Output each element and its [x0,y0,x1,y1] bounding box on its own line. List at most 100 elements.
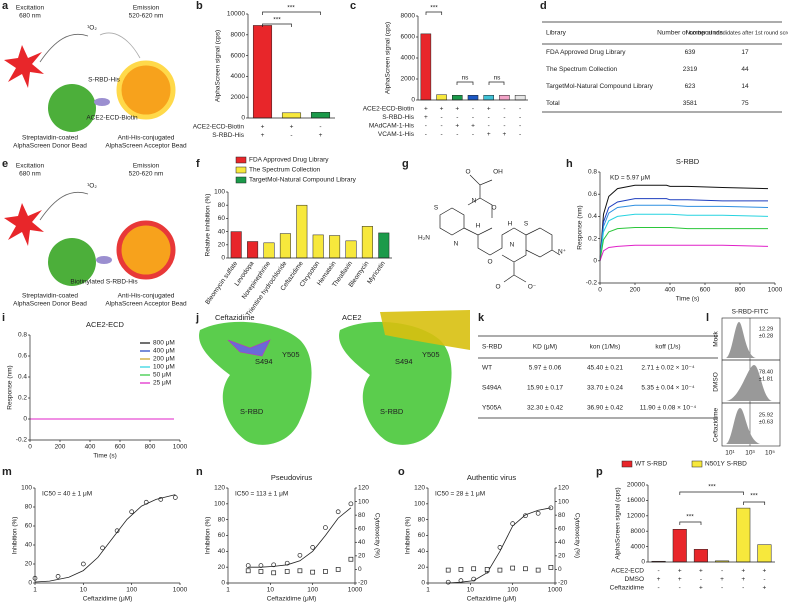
table-cell: 44 [741,66,749,73]
y2-tick-label: 80 [558,512,566,519]
y-axis-label: Inhibition (%) [405,517,412,555]
y2-tick-label: 40 [358,539,366,546]
arrow [39,192,89,221]
y-axis-label: Inhibition (%) [205,517,212,555]
structure-label: S494 [255,357,273,366]
row-sign: + [261,124,265,131]
y-tick-label: 0 [421,580,425,587]
circle-point [348,501,354,507]
table-cell: 32.30 ± 0.42 [527,405,563,412]
hist-ceftazidime [726,408,760,444]
square-point [471,566,477,572]
y2-tick-label: 60 [558,525,566,532]
diagram-label: Anti-His-conjugated [118,293,175,300]
chart-title: S-RBD [676,157,700,166]
bar [693,549,708,563]
diagram-label: S-RBD-His [88,77,121,84]
fit-line [248,507,352,568]
diagram-label: 520-620 nm [129,13,164,20]
diagram-label: Anti-His-conjugated [118,135,175,142]
x-tick-label: 1 [226,587,230,594]
table-cell: The Spectrum Collection [546,66,618,73]
circle-point [55,573,61,579]
row-sign: + [261,132,265,139]
row-sign: - [519,131,521,138]
atom-label: O [465,169,470,176]
series-line [599,184,769,261]
row-sign: - [763,576,765,583]
x-tick-label: 100 [126,587,137,594]
table-cell: 2.71 ± 0.02 × 10⁻⁴ [641,365,695,372]
y-tick-label: 0 [411,97,415,104]
atom-label: O [487,259,492,266]
significance-bracket [425,11,443,15]
circle-point [335,509,341,515]
row-sign: - [721,568,723,575]
flow-error: ±1.81 [759,377,773,383]
y2-tick-label: -20 [358,580,368,587]
y2-tick-label: 120 [358,485,369,492]
x-tick-label: 1000 [173,587,188,594]
y-axis-label: Response (nm) [7,365,14,409]
atom-label: S [524,221,529,228]
table-cell: WT [482,365,492,372]
row-sign: + [487,131,491,138]
circle-point [323,525,328,530]
atom-label: O [495,284,500,291]
square-point [484,567,490,572]
flow-tick-label: 10¹ [725,450,735,457]
rbd-right [339,321,452,445]
row-sign: + [741,568,745,575]
table-cell: 14 [741,83,749,90]
y-axis-label: AlphaScreen signal (cps) [385,22,392,94]
y-tick-label: -0.2 [16,437,28,444]
row-sign: + [741,576,745,583]
row-sign: + [699,568,703,575]
legend-label: FDA Approved Drug Library [249,157,329,164]
row-sign: - [657,568,659,575]
annotation: KD = 5.97 μM [610,175,650,182]
annotation: *** [750,493,758,500]
y-tick-label: 6000 [231,52,246,59]
diagram-label: ¹O₂ [87,183,97,190]
diagram-label: Streptavidin-coated [22,135,78,142]
y-tick-label: 0.4 [18,374,27,381]
row-label: Ceftazidime [610,585,645,592]
assay-diagram-e [4,192,176,286]
legend-swatch [235,156,247,164]
y-tick-label: 100 [414,501,425,508]
y-tick-label: 10000 [227,11,245,18]
y-tick-label: 80 [25,504,33,511]
y-tick-label: 4000 [401,55,416,62]
x-tick-label: 10 [267,587,275,594]
y-tick-label: 0.6 [588,191,597,198]
row-label: ACE2-ECD [611,568,644,575]
table-header: Number of candidates after 1st round scr… [686,30,788,36]
y-tick-label: 20 [25,561,33,568]
y-tick-label: 0 [28,580,32,587]
row-sign: + [720,576,724,583]
row-sign: + [763,568,767,575]
row-sign: - [440,131,442,138]
arrow [39,34,89,63]
series-line [599,213,769,261]
legend-swatch [691,460,703,468]
bar [757,544,772,563]
legend-label: 25 μM [153,380,171,387]
row-sign: - [472,114,474,121]
table-header: Number of compounds [657,30,724,37]
y-tick-label: 0.8 [588,169,597,176]
row-sign: - [742,585,744,592]
x-tick-label: 1000 [768,287,783,294]
row-label: S-RBD-His [382,114,415,121]
structure-label: S-RBD [240,407,264,416]
table-cell: 11.90 ± 0.08 × 10⁻⁴ [640,405,697,412]
y-tick-label: 40 [25,542,33,549]
row-sign: - [519,123,521,130]
y-tick-label: 0 [593,258,597,265]
flow-value: 25.92 [759,413,774,419]
panel-label: j [195,312,199,324]
table-cell: 3581 [683,100,698,107]
row-sign: + [424,114,428,121]
significance-bracket [262,11,321,15]
